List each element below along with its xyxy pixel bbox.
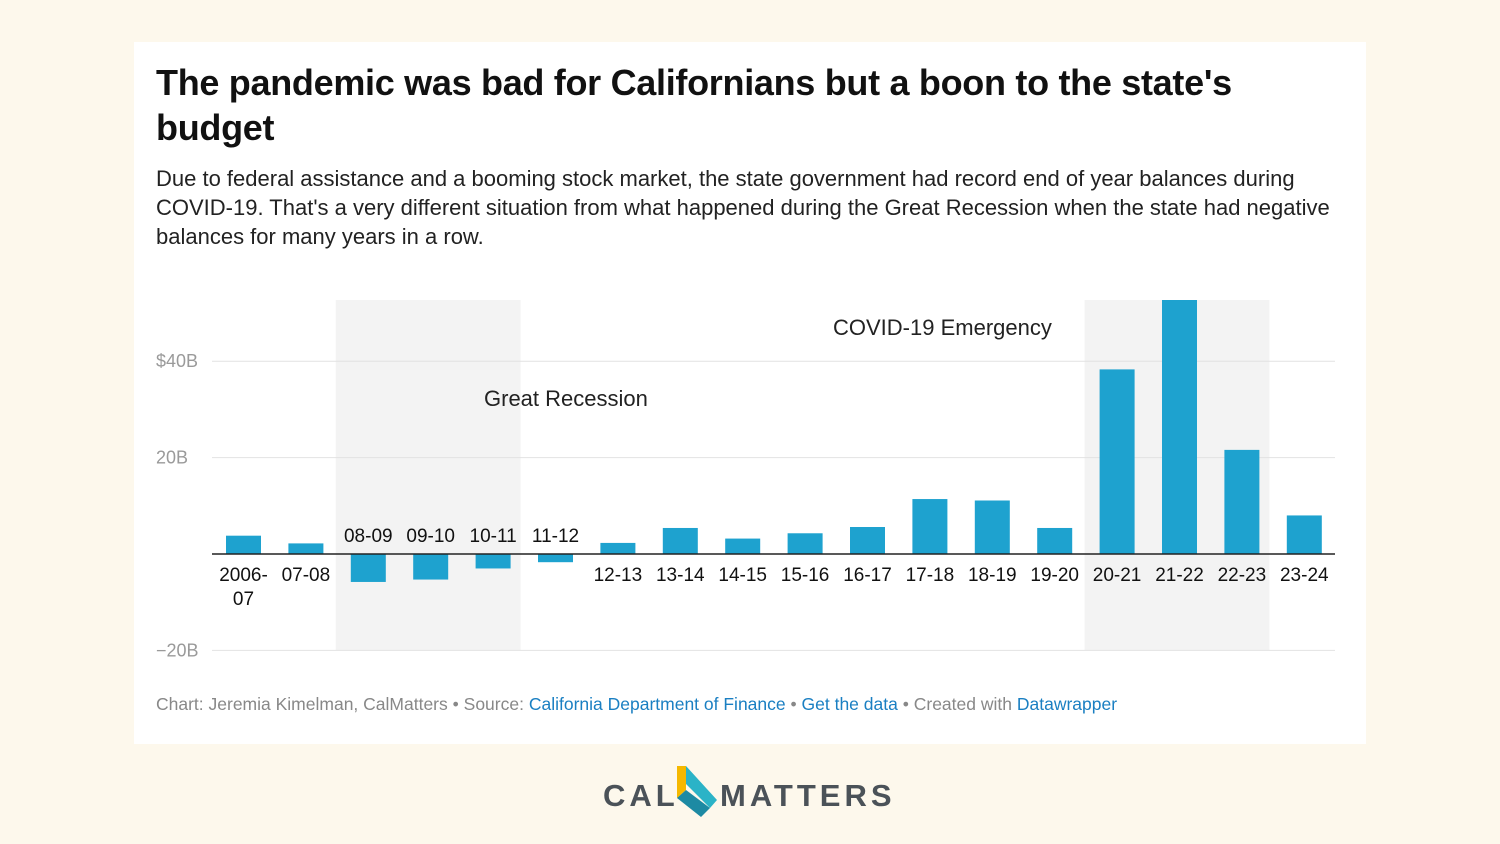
shaded-range-great-recession <box>335 300 521 650</box>
bar <box>850 527 885 554</box>
x-tick-label: 19-20 <box>1030 565 1079 586</box>
annotation-covid-19: COVID-19 Emergency <box>833 315 1052 340</box>
x-tick-label: 12-13 <box>594 565 643 586</box>
x-tick-label: 07 <box>233 589 254 610</box>
footer-separator: • <box>902 694 909 714</box>
x-tick-label: 10-11 <box>470 526 517 547</box>
x-tick-label: 20-21 <box>1093 565 1142 586</box>
x-tick-label: 09-10 <box>406 526 455 547</box>
x-tick-label: 13-14 <box>656 565 705 586</box>
bar <box>600 542 636 554</box>
y-tick-label: −20B <box>156 640 199 660</box>
x-tick-label: 07-08 <box>282 565 331 586</box>
bar <box>912 499 948 554</box>
footer-separator: • <box>790 694 797 714</box>
bar <box>1037 527 1073 554</box>
bar <box>226 535 261 554</box>
x-tick-label: 16-17 <box>843 565 892 586</box>
x-tick-label: 18-19 <box>968 565 1017 586</box>
bar <box>1162 300 1197 554</box>
x-tick-label: 17-18 <box>906 565 955 586</box>
x-tick-label: 11-12 <box>532 526 579 547</box>
chart-subtitle: Due to federal assistance and a booming … <box>156 166 1330 249</box>
bar <box>538 554 573 563</box>
logo-text-cal: CAL <box>603 778 679 813</box>
datawrapper-link[interactable]: Datawrapper <box>1016 694 1118 714</box>
source-link[interactable]: California Department of Finance <box>528 694 786 714</box>
bar <box>350 554 386 582</box>
source-label: Source: <box>463 694 524 714</box>
x-tick-label: 15-16 <box>781 565 830 586</box>
x-tick-label: 22-23 <box>1218 565 1267 586</box>
bar <box>662 527 698 554</box>
x-tick-label: 21-22 <box>1155 565 1204 586</box>
bar-chart: $40B 20B −20B 2006- 07 07-08 08-09 09-10 10-11 11… <box>156 300 1335 660</box>
chart-credit: Chart: Jeremia Kimelman, CalMatters <box>156 694 448 714</box>
footer-separator: • <box>452 694 459 714</box>
annotation-great-recession: Great Recession <box>484 386 648 411</box>
bar <box>1224 449 1260 554</box>
x-tick-label: 08-09 <box>344 526 393 547</box>
x-tick-label: 14-15 <box>718 565 767 586</box>
x-tick-label: 23-24 <box>1280 565 1329 586</box>
logo-text-matters: MATTERS <box>720 778 896 813</box>
y-tick-label: 20B <box>156 448 188 468</box>
chart-footer: Chart: Jeremia Kimelman, CalMatters • So… <box>156 694 1117 715</box>
bar <box>413 554 449 580</box>
chart-card: The pandemic was bad for Californians bu… <box>134 42 1366 744</box>
created-with-label: Created with <box>913 694 1012 714</box>
bar <box>1099 369 1135 554</box>
bar <box>725 538 761 554</box>
calmatters-logo: CAL MATTERS <box>603 766 896 817</box>
bar <box>288 543 324 554</box>
bar <box>1286 515 1322 554</box>
y-tick-label: $40B <box>156 351 198 371</box>
get-data-link[interactable]: Get the data <box>801 694 898 714</box>
chart-title: The pandemic was bad for Californians bu… <box>156 62 1232 148</box>
x-tick-label: 2006- <box>219 565 268 586</box>
bar <box>475 554 511 569</box>
bar <box>787 533 823 554</box>
bar <box>974 500 1010 554</box>
logo-mark-icon <box>677 766 717 817</box>
